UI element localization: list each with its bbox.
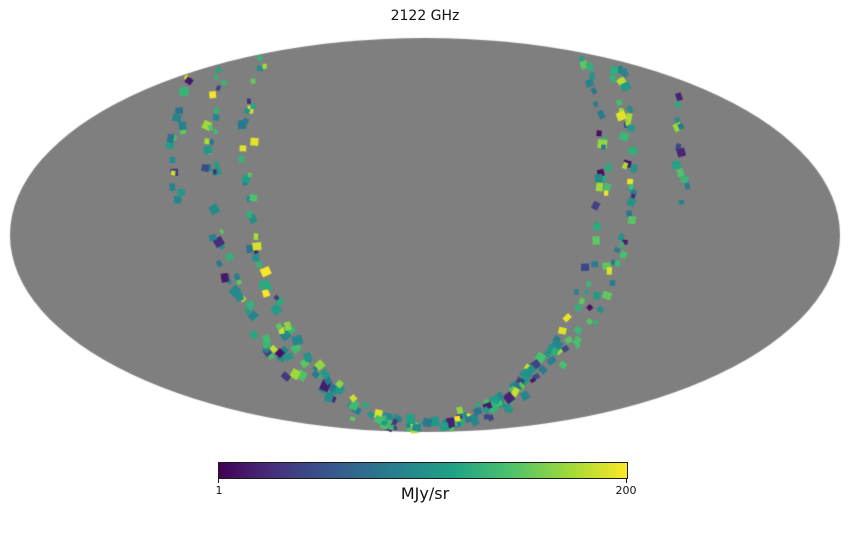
colorbar-tickmark-max	[626, 479, 627, 483]
colorbar-tickmark-min	[218, 479, 219, 483]
colorbar-tick-min-label: 1	[215, 484, 223, 497]
figure-title: 2122 GHz	[390, 8, 460, 24]
colorbar-tick-max-label: 200	[615, 484, 637, 497]
colorbar-label: MJy/sr	[400, 484, 450, 503]
colorbar-gradient	[218, 462, 628, 479]
